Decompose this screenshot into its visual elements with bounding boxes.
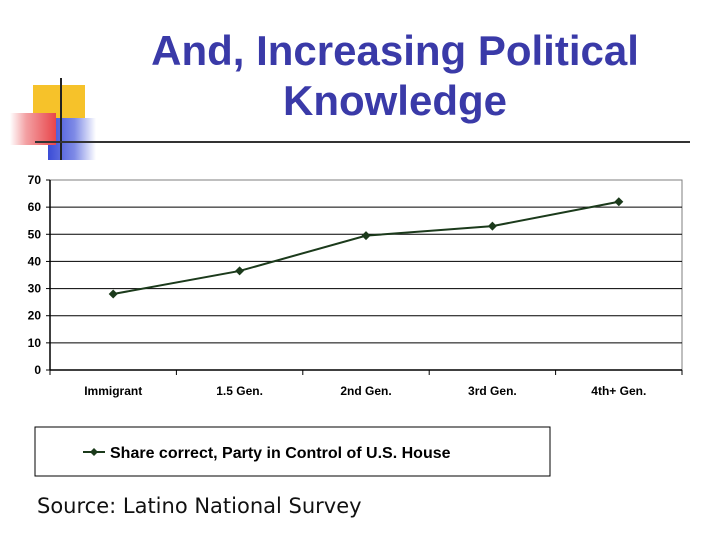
y-tick-label: 0 [34, 363, 41, 377]
x-tick-label: 3rd Gen. [468, 384, 517, 398]
data-point [361, 231, 371, 241]
plot-area [49, 179, 683, 371]
deco-vertical-line [60, 78, 62, 160]
deco-blue-square [48, 118, 96, 160]
series-group [108, 197, 624, 299]
y-tick-label: 70 [28, 173, 42, 187]
source-note: Source: Latino National Survey [37, 494, 362, 518]
x-axis-ticks: Immigrant 1.5 Gen. 2nd Gen. 3rd Gen. 4th+ Ge… [49, 370, 683, 398]
y-tick-label: 40 [28, 254, 42, 268]
slide-title: And, Increasing Political Knowledge [100, 26, 690, 126]
y-tick-label: 20 [28, 309, 42, 323]
legend-label: Share correct, Party in Control of U.S. … [110, 445, 451, 462]
y-tick-label: 50 [28, 227, 42, 241]
x-tick-label: 4th+ Gen. [591, 384, 646, 398]
data-point [614, 197, 624, 207]
legend-box [34, 426, 551, 477]
data-point [108, 289, 118, 299]
title-line-1: And, Increasing Political [151, 27, 639, 74]
deco-horizontal-line [35, 141, 690, 143]
legend-marker [90, 448, 98, 456]
data-point [235, 266, 245, 276]
y-tick-label: 30 [28, 282, 42, 296]
title-line-2: Knowledge [282, 77, 507, 124]
x-tick-label: Immigrant [84, 384, 142, 398]
y-axis-ticks: 0 10 20 30 40 50 60 70 [28, 173, 50, 377]
x-tick-label: 1.5 Gen. [216, 384, 263, 398]
y-tick-label: 60 [28, 200, 42, 214]
y-tick-label: 10 [28, 336, 42, 350]
data-point [487, 221, 497, 231]
x-tick-label: 2nd Gen. [340, 384, 391, 398]
deco-red-square [10, 113, 56, 145]
